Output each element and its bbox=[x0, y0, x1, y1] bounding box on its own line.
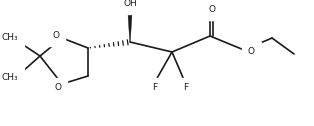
Text: O: O bbox=[248, 48, 255, 56]
Text: O: O bbox=[55, 84, 62, 92]
Text: OH: OH bbox=[123, 0, 137, 8]
Text: O: O bbox=[208, 5, 215, 14]
Text: F: F bbox=[152, 84, 158, 92]
Text: F: F bbox=[183, 84, 189, 92]
Text: CH₃: CH₃ bbox=[1, 73, 18, 83]
Text: O: O bbox=[52, 32, 59, 40]
Polygon shape bbox=[128, 14, 132, 42]
Text: CH₃: CH₃ bbox=[1, 34, 18, 42]
